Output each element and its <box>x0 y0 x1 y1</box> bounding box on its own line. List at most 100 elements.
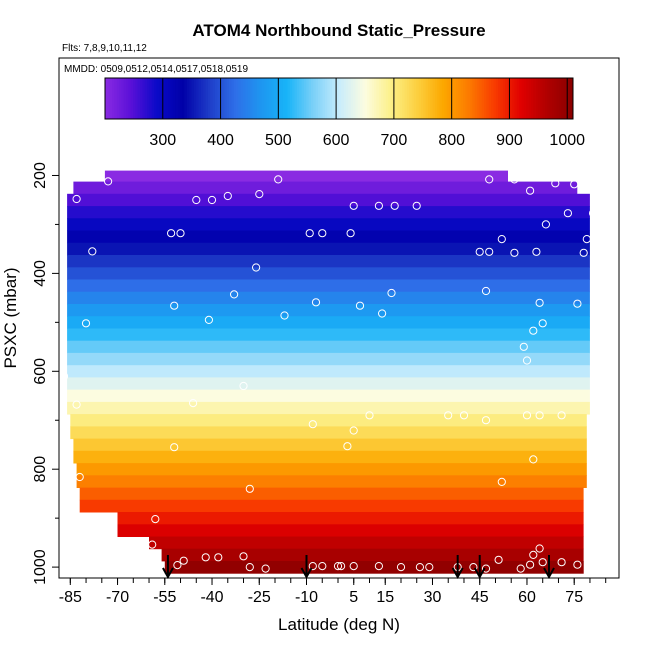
colorbar-segment <box>268 78 272 119</box>
colorbar-segment <box>458 78 462 119</box>
heat-band <box>67 316 590 329</box>
colorbar-segment <box>411 78 415 119</box>
colorbar-segment <box>430 78 433 119</box>
data-point <box>151 515 160 524</box>
data-point <box>529 550 538 560</box>
colorbar-segment <box>547 78 550 119</box>
data-point <box>557 558 566 567</box>
colorbar-segment <box>114 78 118 119</box>
colorbar-segment <box>266 78 270 119</box>
colorbar-segment <box>210 78 214 119</box>
data-point <box>579 248 588 257</box>
colorbar-segment <box>477 78 480 119</box>
data-point <box>532 247 541 256</box>
colorbar-segment <box>418 78 422 119</box>
colorbar-segment <box>112 78 115 119</box>
colorbar-segment <box>144 78 148 119</box>
data-point <box>494 555 503 564</box>
data-point <box>308 420 317 429</box>
heat-band <box>161 548 584 562</box>
heat-band <box>67 328 590 342</box>
flights-note: Flts: 7,8,9,10,11,12 <box>62 43 147 54</box>
y-tick-label: 800 <box>32 456 49 483</box>
colorbar-segment <box>390 78 394 119</box>
data-point <box>280 311 289 320</box>
colorbar-segment <box>509 78 513 119</box>
colorbar-segment <box>446 78 450 119</box>
y-tick-label: 400 <box>32 260 49 287</box>
colorbar-segment <box>409 78 412 119</box>
colorbar-segment <box>357 78 361 119</box>
data-point <box>529 326 538 335</box>
heat-band <box>104 170 509 183</box>
heat-band <box>67 230 590 244</box>
data-point <box>387 288 396 298</box>
colorbar-segment <box>444 78 448 119</box>
x-tick-label: -40 <box>200 589 223 606</box>
data-point <box>311 298 321 307</box>
colorbar-tick-label: 900 <box>496 132 523 149</box>
heat-band <box>67 218 590 231</box>
colorbar-segment <box>203 78 207 119</box>
data-point <box>337 562 346 571</box>
colorbar-segment <box>130 78 134 119</box>
colorbar-segment <box>123 78 127 119</box>
colorbar-segment <box>346 78 349 119</box>
data-point <box>374 201 383 210</box>
colorbar-segment <box>273 78 277 119</box>
colorbar-segment <box>165 78 169 119</box>
colorbar-segment <box>315 78 319 119</box>
x-tick-label: 60 <box>518 589 536 606</box>
colorbar-segment <box>437 78 441 119</box>
data-point <box>497 235 506 244</box>
colorbar-segment <box>257 78 260 119</box>
colorbar-segment <box>217 78 221 119</box>
data-point <box>176 229 185 238</box>
colorbar-segment <box>320 78 324 119</box>
colorbar-segment <box>289 78 293 119</box>
colorbar-segment <box>542 78 546 119</box>
data-point <box>601 562 610 571</box>
data-point <box>214 553 223 562</box>
data-point <box>510 248 519 257</box>
data-point <box>378 309 387 318</box>
colorbar-segment <box>451 78 455 119</box>
data-point <box>538 558 547 567</box>
data-point <box>170 301 179 310</box>
colorbar-segment <box>516 78 520 119</box>
colorbar-segment <box>420 78 424 119</box>
colorbar-segment <box>322 78 326 119</box>
colorbar-segment <box>395 78 398 119</box>
heat-band <box>67 279 590 293</box>
data-point <box>535 298 544 307</box>
heat-band <box>67 352 590 366</box>
colorbar-segment <box>142 78 146 119</box>
colorbar-frame <box>104 77 574 120</box>
colorbar-segment <box>544 78 548 119</box>
colorbar-segment <box>156 78 160 119</box>
colorbar-segment <box>526 78 529 119</box>
colorbar-segment <box>233 78 237 119</box>
data-point <box>481 564 491 573</box>
colorbar-segment <box>147 78 150 119</box>
colorbar-segment <box>182 78 185 119</box>
colorbar-segment <box>135 78 139 119</box>
colorbar-segment <box>535 78 539 119</box>
data-point <box>589 209 598 218</box>
heat-band <box>117 512 584 525</box>
colorbar-tick-label: 500 <box>265 132 292 149</box>
colorbar-segment <box>371 78 375 119</box>
colorbar-segment <box>259 78 263 119</box>
colorbar-segment <box>121 78 125 119</box>
y-tick-label: 1000 <box>32 549 49 585</box>
colorbar-segment <box>413 78 417 119</box>
colorbar-segment <box>369 78 373 119</box>
colorbar-segment <box>549 78 553 119</box>
colorbar-tick-label: 1000 <box>549 132 585 149</box>
heat-band <box>67 340 590 354</box>
colorbar-segment <box>502 78 506 119</box>
colorbar-segment <box>222 78 225 119</box>
data-point <box>308 562 317 571</box>
heat-band <box>73 181 578 195</box>
colorbar-segment <box>399 78 403 119</box>
